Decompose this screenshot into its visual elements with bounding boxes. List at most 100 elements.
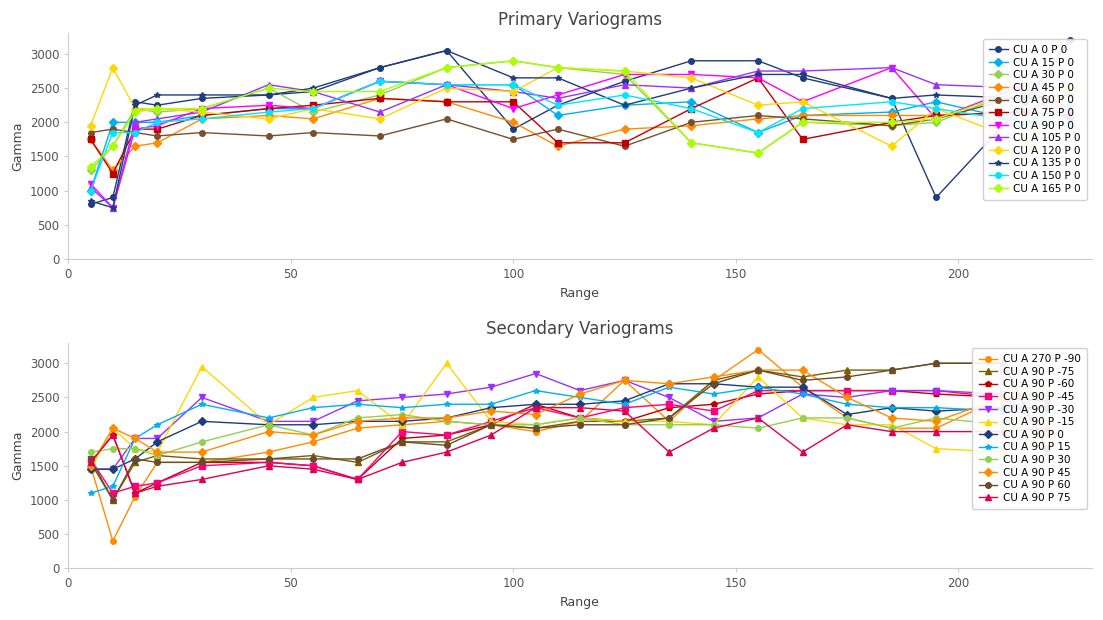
CU A 60 P 0 [373,132,386,140]
CU A 30 P 0 [106,143,119,150]
CU A 90 P 0 [685,71,698,78]
CU A 90 P 75 [106,432,119,439]
CU A 90 P 15 [996,407,1009,415]
CU A 90 P -45 [885,387,898,394]
CU A 75 P 0 [796,136,810,143]
Legend: CU A 270 P -90, CU A 90 P -75, CU A 90 P -60, CU A 90 P -45, CU A 90 P -30, CU A: CU A 270 P -90, CU A 90 P -75, CU A 90 P… [973,348,1086,509]
CU A 90 P 45 [885,414,898,422]
CU A 90 P -45 [351,476,364,483]
CU A 90 P -30 [151,435,164,442]
CU A 150 P 0 [106,129,119,136]
CU A 90 P 60 [840,373,854,381]
CU A 165 P 0 [685,139,698,146]
CU A 0 P 0 [263,91,276,99]
CU A 90 P -75 [751,366,764,374]
CU A 90 P -60 [484,421,497,428]
CU A 135 P 0 [373,64,386,71]
CU A 90 P -75 [663,414,676,422]
CU A 0 P 0 [796,74,810,82]
CU A 0 P 0 [552,102,565,109]
CU A 90 P 0 [552,91,565,99]
CU A 270 P -90 [128,493,141,500]
CU A 90 P -30 [796,391,810,398]
CU A 0 P 0 [885,95,898,102]
CU A 90 P 15 [151,421,164,428]
CU A 90 P -45 [106,489,119,497]
CU A 90 P 0 [1041,404,1054,412]
CU A 90 P 0 [618,71,631,78]
Line: CU A 90 P 0: CU A 90 P 0 [88,381,1050,472]
Line: CU A 90 P 45: CU A 90 P 45 [88,367,1050,469]
CU A 270 P -90 [574,418,587,425]
CU A 30 P 0 [685,139,698,146]
CU A 90 P 60 [484,421,497,428]
CU A 90 P 75 [885,428,898,435]
CU A 90 P -30 [574,387,587,394]
CU A 90 P -75 [396,438,409,446]
CU A 75 P 0 [195,112,208,119]
CU A 0 P 0 [506,125,520,133]
CU A 120 P 0 [685,74,698,82]
CU A 90 P 75 [440,448,453,456]
CU A 45 P 0 [506,118,520,126]
CU A 120 P 0 [796,98,810,105]
CU A 90 P 30 [106,445,119,453]
CU A 105 P 0 [128,118,141,126]
CU A 90 P 0 [529,401,543,408]
CU A 90 P 45 [396,414,409,422]
CU A 90 P -30 [529,370,543,377]
CU A 90 P -45 [151,479,164,487]
CU A 90 P -45 [751,387,764,394]
Line: CU A 90 P 15: CU A 90 P 15 [88,384,1050,496]
CU A 30 P 0 [307,108,320,116]
CU A 60 P 0 [128,129,141,136]
CU A 0 P 0 [307,88,320,95]
CU A 90 P 30 [128,445,141,453]
CU A 90 P 75 [840,421,854,428]
CU A 90 P 15 [751,383,764,391]
CU A 150 P 0 [128,129,141,136]
CU A 90 P 0 [1018,81,1031,89]
CU A 120 P 0 [151,105,164,112]
CU A 0 P 0 [128,98,141,105]
CU A 105 P 0 [307,88,320,95]
CU A 75 P 0 [552,139,565,146]
CU A 90 P -15 [351,387,364,394]
CU A 90 P 75 [151,482,164,490]
CU A 90 P 0 [396,418,409,425]
CU A 165 P 0 [307,88,320,95]
CU A 90 P -15 [707,421,720,428]
CU A 15 P 0 [885,108,898,116]
CU A 90 P -60 [529,401,543,408]
CU A 90 P 0 [796,98,810,105]
CU A 90 P 0 [840,411,854,418]
CU A 90 P -60 [751,391,764,398]
CU A 90 P 75 [263,462,276,469]
CU A 135 P 0 [618,102,631,109]
CU A 90 P -75 [796,373,810,381]
CU A 90 P 60 [263,455,276,463]
CU A 90 P 45 [484,407,497,415]
CU A 30 P 0 [618,71,631,78]
CU A 90 P -75 [574,418,587,425]
CU A 30 P 0 [552,64,565,71]
CU A 270 P -90 [751,346,764,353]
CU A 90 P 0 [307,421,320,428]
Line: CU A 90 P -60: CU A 90 P -60 [88,388,1050,496]
CU A 90 P 0 [796,383,810,391]
CU A 90 P -60 [128,489,141,497]
CU A 90 P -60 [618,418,631,425]
CU A 90 P -60 [263,459,276,466]
CU A 0 P 0 [106,194,119,202]
CU A 90 P 0 [440,414,453,422]
CU A 75 P 0 [128,125,141,133]
CU A 165 P 0 [552,64,565,71]
CU A 45 P 0 [552,143,565,150]
CU A 150 P 0 [796,105,810,112]
CU A 150 P 0 [84,187,97,194]
CU A 15 P 0 [1018,118,1031,126]
Line: CU A 165 P 0: CU A 165 P 0 [88,58,1072,169]
CU A 90 P 45 [930,418,943,425]
CU A 90 P -30 [484,383,497,391]
CU A 75 P 0 [373,95,386,102]
